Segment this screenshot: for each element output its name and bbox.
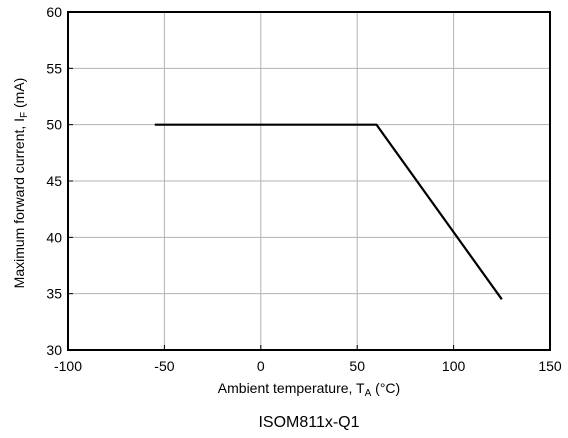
x-tick-label: -100 [54,358,82,374]
x-axis-label-unit: (°C) [371,380,400,396]
y-tick-label: 45 [46,173,62,189]
x-tick-labels: -100 -50 0 50 100 150 [54,358,562,374]
y-axis-label: Maximum forward current, IF (mA) [11,78,30,289]
y-tick-label: 60 [46,4,62,20]
y-tick-label: 35 [46,286,62,302]
x-tick-label: 0 [257,358,265,374]
y-axis-label-subscript: F [19,112,30,118]
y-axis-label-unit: (mA) [11,78,27,112]
chart-caption: ISOM811x-Q1 [258,414,359,431]
y-axis-label-main: Maximum forward current, I [11,118,27,288]
x-tick-label: -50 [154,358,174,374]
y-tick-label: 30 [46,342,62,358]
y-tick-label: 55 [46,60,62,76]
y-tick-label: 50 [46,117,62,133]
x-axis-label-subscript: A [365,388,372,399]
y-tick-label: 40 [46,229,62,245]
x-axis-label: Ambient temperature, TA (°C) [218,380,400,399]
x-axis-label-main: Ambient temperature, T [218,380,365,396]
x-tick-label: 100 [442,358,466,374]
grid [68,12,550,350]
series-line [154,123,503,300]
series-layer [154,123,503,300]
x-tick-label: 50 [349,358,365,374]
x-tick-label: 150 [538,358,562,374]
y-tick-labels: 30 35 40 45 50 55 60 [46,4,62,358]
tick-marks [67,11,551,351]
